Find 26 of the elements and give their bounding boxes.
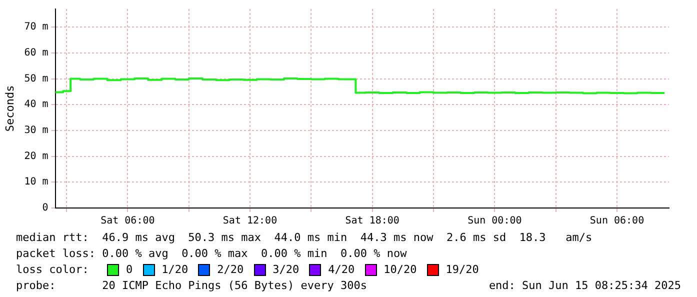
y-axis-title: Seconds — [3, 85, 16, 132]
x-tick-label: Sat 18:00 — [345, 216, 400, 227]
y-tick-label: 10 m — [24, 176, 48, 188]
legend-label: 10/20 — [384, 262, 417, 278]
x-tick-label: Sun 06:00 — [590, 216, 644, 227]
y-tick-label: 70 m — [24, 22, 48, 33]
y-tick-label: 50 m — [24, 73, 48, 84]
x-tick-label: Sat 12:00 — [222, 216, 278, 227]
text: end: Sun Jun 15 08:25:34 2025 — [488, 278, 681, 294]
text: median rtt: 46.9 ms avg 50.3 ms max 44.0 ms min 44.3 ms now 2.6 ms sd 18.3 am/s — [16, 230, 594, 246]
text: packet loss: 0.00 % avg 0.00 % max 0.00 % min 0.00 % now — [16, 246, 408, 262]
legend-label: 19/20 — [446, 262, 479, 278]
legend-label: 4/20 — [328, 262, 355, 278]
text: probe: 20 ICMP Echo Pings (56 Bytes) every 300s — [16, 278, 367, 294]
legend-label: 2/20 — [217, 262, 244, 278]
y-tick-label: 60 m — [24, 48, 48, 59]
legend-label: 1/20 — [162, 262, 188, 278]
legend-label: 3/20 — [272, 262, 300, 278]
y-tick-label: 40 m — [24, 99, 48, 110]
x-tick-label: Sun 00:00 — [468, 216, 522, 227]
x-tick-label: Sat 06:00 — [100, 216, 155, 227]
legend-label: 0 — [126, 262, 133, 278]
y-tick-label: 30 m — [24, 125, 48, 136]
legend-title: loss color: — [16, 262, 90, 278]
y-tick-label: 20 m — [24, 150, 48, 162]
y-tick-label: 0 — [42, 202, 48, 214]
